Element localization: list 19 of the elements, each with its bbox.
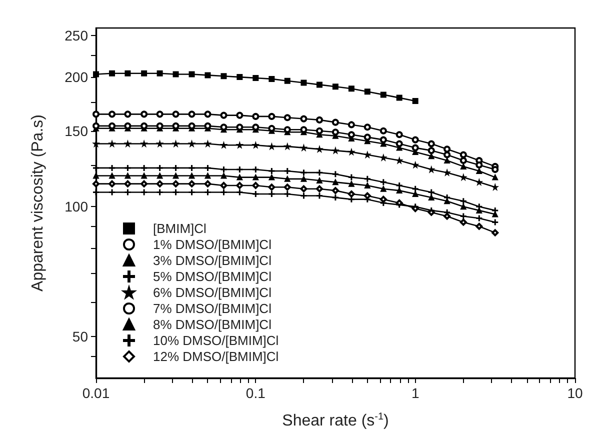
x-tick-label: 0.1 bbox=[246, 385, 266, 401]
y-tick-label: 150 bbox=[64, 122, 88, 139]
legend-label: 12% DMSO/[BMIM]Cl bbox=[153, 349, 279, 364]
y-tick-label: 100 bbox=[64, 198, 88, 215]
legend-label: 1% DMSO/[BMIM]Cl bbox=[153, 237, 272, 252]
y-tick-label: 50 bbox=[72, 328, 88, 344]
legend-label: 8% DMSO/[BMIM]Cl bbox=[153, 317, 272, 332]
legend-label: 10% DMSO/[BMIM]Cl bbox=[153, 333, 279, 348]
y-tick-label: 200 bbox=[64, 69, 88, 86]
legend-label: 5% DMSO/[BMIM]Cl bbox=[153, 269, 272, 284]
legend-label: 6% DMSO/[BMIM]Cl bbox=[153, 285, 272, 300]
x-tick-label: 0.01 bbox=[82, 385, 110, 401]
legend-label: [BMIM]Cl bbox=[153, 221, 207, 236]
y-tick-label: 250 bbox=[64, 27, 88, 44]
x-tick-label: 1 bbox=[411, 385, 420, 401]
legend-label: 7% DMSO/[BMIM]Cl bbox=[153, 301, 272, 316]
legend-label: 3% DMSO/[BMIM]Cl bbox=[153, 253, 272, 268]
x-tick-label: 10 bbox=[567, 385, 583, 401]
y-axis-title: Apparent viscosity (Pa.s) bbox=[30, 114, 46, 292]
